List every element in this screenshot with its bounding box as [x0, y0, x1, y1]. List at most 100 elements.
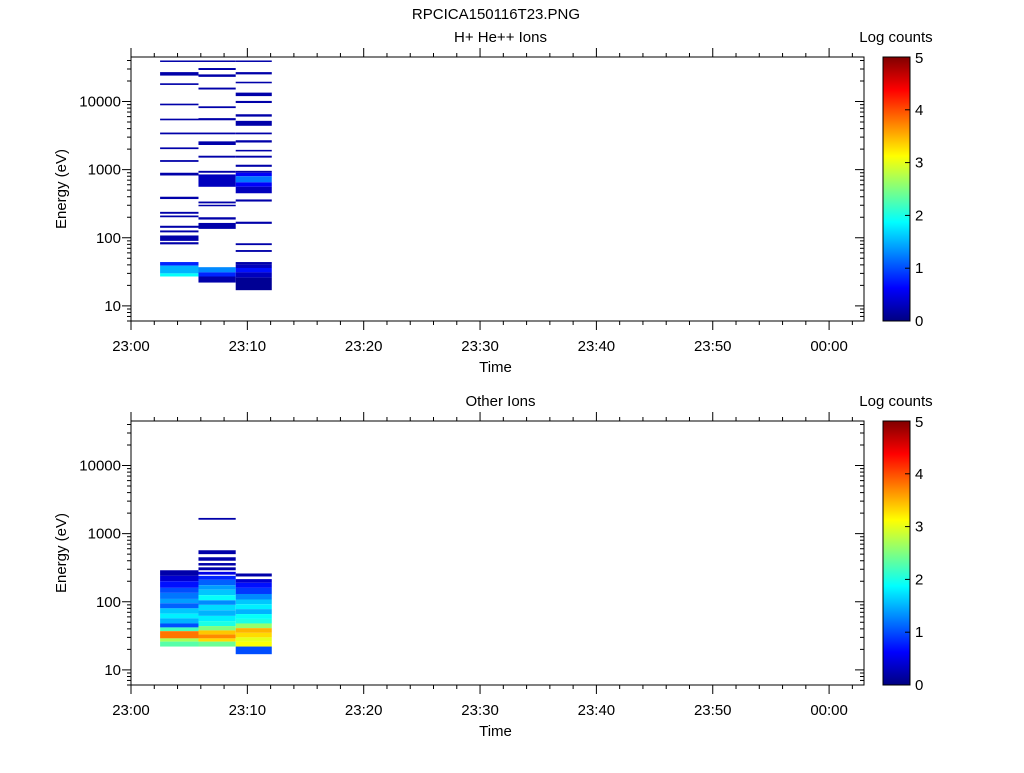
heatmap-cell	[198, 575, 236, 580]
heatmap-cell	[198, 641, 236, 647]
heatmap-cell	[235, 594, 272, 600]
colorbar-tick-label: 2	[915, 571, 923, 588]
x-axis-label: Time	[479, 359, 512, 376]
heatmap-cell	[160, 265, 199, 274]
heatmap-cell	[235, 81, 272, 84]
heatmap-cell	[198, 174, 236, 187]
heatmap-cell	[160, 623, 199, 628]
heatmap-cell	[160, 172, 199, 176]
heatmap-cell	[235, 272, 272, 278]
heatmap-cell	[160, 262, 199, 266]
heatmap-cell	[235, 60, 272, 62]
heatmap-cell	[198, 579, 236, 586]
colorbar-tick-label: 5	[915, 50, 923, 67]
y-tick-label: 1000	[88, 526, 121, 543]
heatmap-cell	[235, 176, 272, 183]
heatmap	[160, 60, 272, 291]
x-tick-label: 23:20	[345, 702, 383, 719]
heatmap-cell	[160, 211, 199, 214]
heatmap-cell	[198, 60, 236, 62]
colorbar-label: Log counts	[859, 29, 932, 46]
x-tick-label: 00:00	[810, 702, 848, 719]
heatmap-cell	[235, 641, 272, 647]
heatmap-cell	[198, 630, 236, 635]
heatmap-cell	[235, 243, 272, 246]
y-axis-label: Energy (eV)	[53, 149, 70, 229]
heatmap-cell	[160, 587, 199, 593]
heatmap-cell	[198, 68, 236, 70]
colorbar-tick-label: 1	[915, 624, 923, 641]
colorbar-tick-label: 3	[915, 519, 923, 536]
heatmap-cell	[235, 599, 272, 605]
heatmap-cell	[198, 557, 236, 561]
colorbar-gradient	[882, 420, 911, 686]
heatmap-cell	[235, 264, 272, 268]
heatmap-cell	[198, 604, 236, 611]
heatmap-cell	[160, 103, 199, 106]
heatmap-cell	[160, 235, 199, 241]
heatmap-cell	[198, 106, 236, 109]
heatmap-cell	[235, 149, 272, 152]
colorbar-label: Log counts	[859, 393, 932, 410]
heatmap-cell	[160, 631, 199, 639]
heatmap-cell	[235, 604, 272, 610]
colorbar-tick-label: 3	[915, 155, 923, 172]
heatmap-cell	[235, 155, 272, 158]
heatmap-cell	[160, 196, 199, 200]
heatmap-cell	[198, 567, 236, 571]
x-tick-label: 23:30	[461, 702, 499, 719]
heatmap-cell	[160, 570, 199, 576]
heatmap-cell	[198, 204, 236, 207]
colorbar-tick-label: 2	[915, 207, 923, 224]
panel-title: H+ He++ Ions	[454, 29, 547, 46]
heatmap-cell	[235, 172, 272, 177]
colorbar-tick-label: 5	[915, 414, 923, 431]
y-axis: 10 100 1000 10000 Energy (eV)	[53, 59, 864, 322]
heatmap-cell	[198, 170, 236, 173]
heatmap-cell	[160, 215, 199, 218]
figure-title: RPCICA150116T23.PNG	[412, 6, 580, 23]
heatmap-cell	[198, 550, 236, 555]
heatmap-cell	[198, 155, 236, 158]
x-tick-label: 23:40	[578, 338, 616, 355]
y-tick-label: 10	[104, 662, 121, 679]
x-tick-label: 23:20	[345, 338, 383, 355]
heatmap-cell	[198, 571, 236, 575]
heatmap-cell	[235, 250, 272, 252]
x-axis-label: Time	[479, 723, 512, 740]
x-axis: 23:00 23:10 23:20 23:30 23:40 23:50 00:00 Time	[112, 48, 853, 376]
heatmap-cell	[235, 618, 272, 624]
heatmap-cell	[198, 132, 236, 135]
heatmap-cell	[160, 60, 199, 62]
heatmap-cell	[235, 579, 272, 583]
heatmap-cell	[235, 120, 272, 126]
heatmap-cell	[235, 267, 272, 273]
x-tick-label: 23:50	[694, 702, 732, 719]
y-tick-label: 10	[104, 298, 121, 315]
heatmap-cell	[198, 638, 236, 642]
heatmap-cell	[235, 573, 272, 577]
heatmap-cell	[235, 277, 272, 291]
heatmap-cell	[198, 600, 236, 605]
heatmap-cell	[198, 589, 236, 596]
heatmap-cell	[160, 575, 199, 582]
colorbar-tick-label: 4	[915, 102, 923, 119]
heatmap-cell	[235, 92, 272, 97]
x-tick-label: 23:00	[112, 702, 150, 719]
heatmap-cell	[160, 132, 199, 135]
heatmap-cell	[198, 276, 236, 283]
heatmap-cell	[198, 267, 236, 273]
y-tick-label: 100	[96, 594, 121, 611]
x-tick-label: 23:00	[112, 338, 150, 355]
heatmap-cell	[160, 147, 199, 150]
heatmap-cell	[235, 182, 272, 187]
x-tick-label: 23:50	[694, 338, 732, 355]
y-tick-label: 10000	[79, 458, 121, 475]
heatmap-cell	[235, 114, 272, 117]
heatmap-cell	[235, 637, 272, 642]
heatmap-cell	[160, 230, 199, 233]
heatmap-cell	[198, 87, 236, 90]
